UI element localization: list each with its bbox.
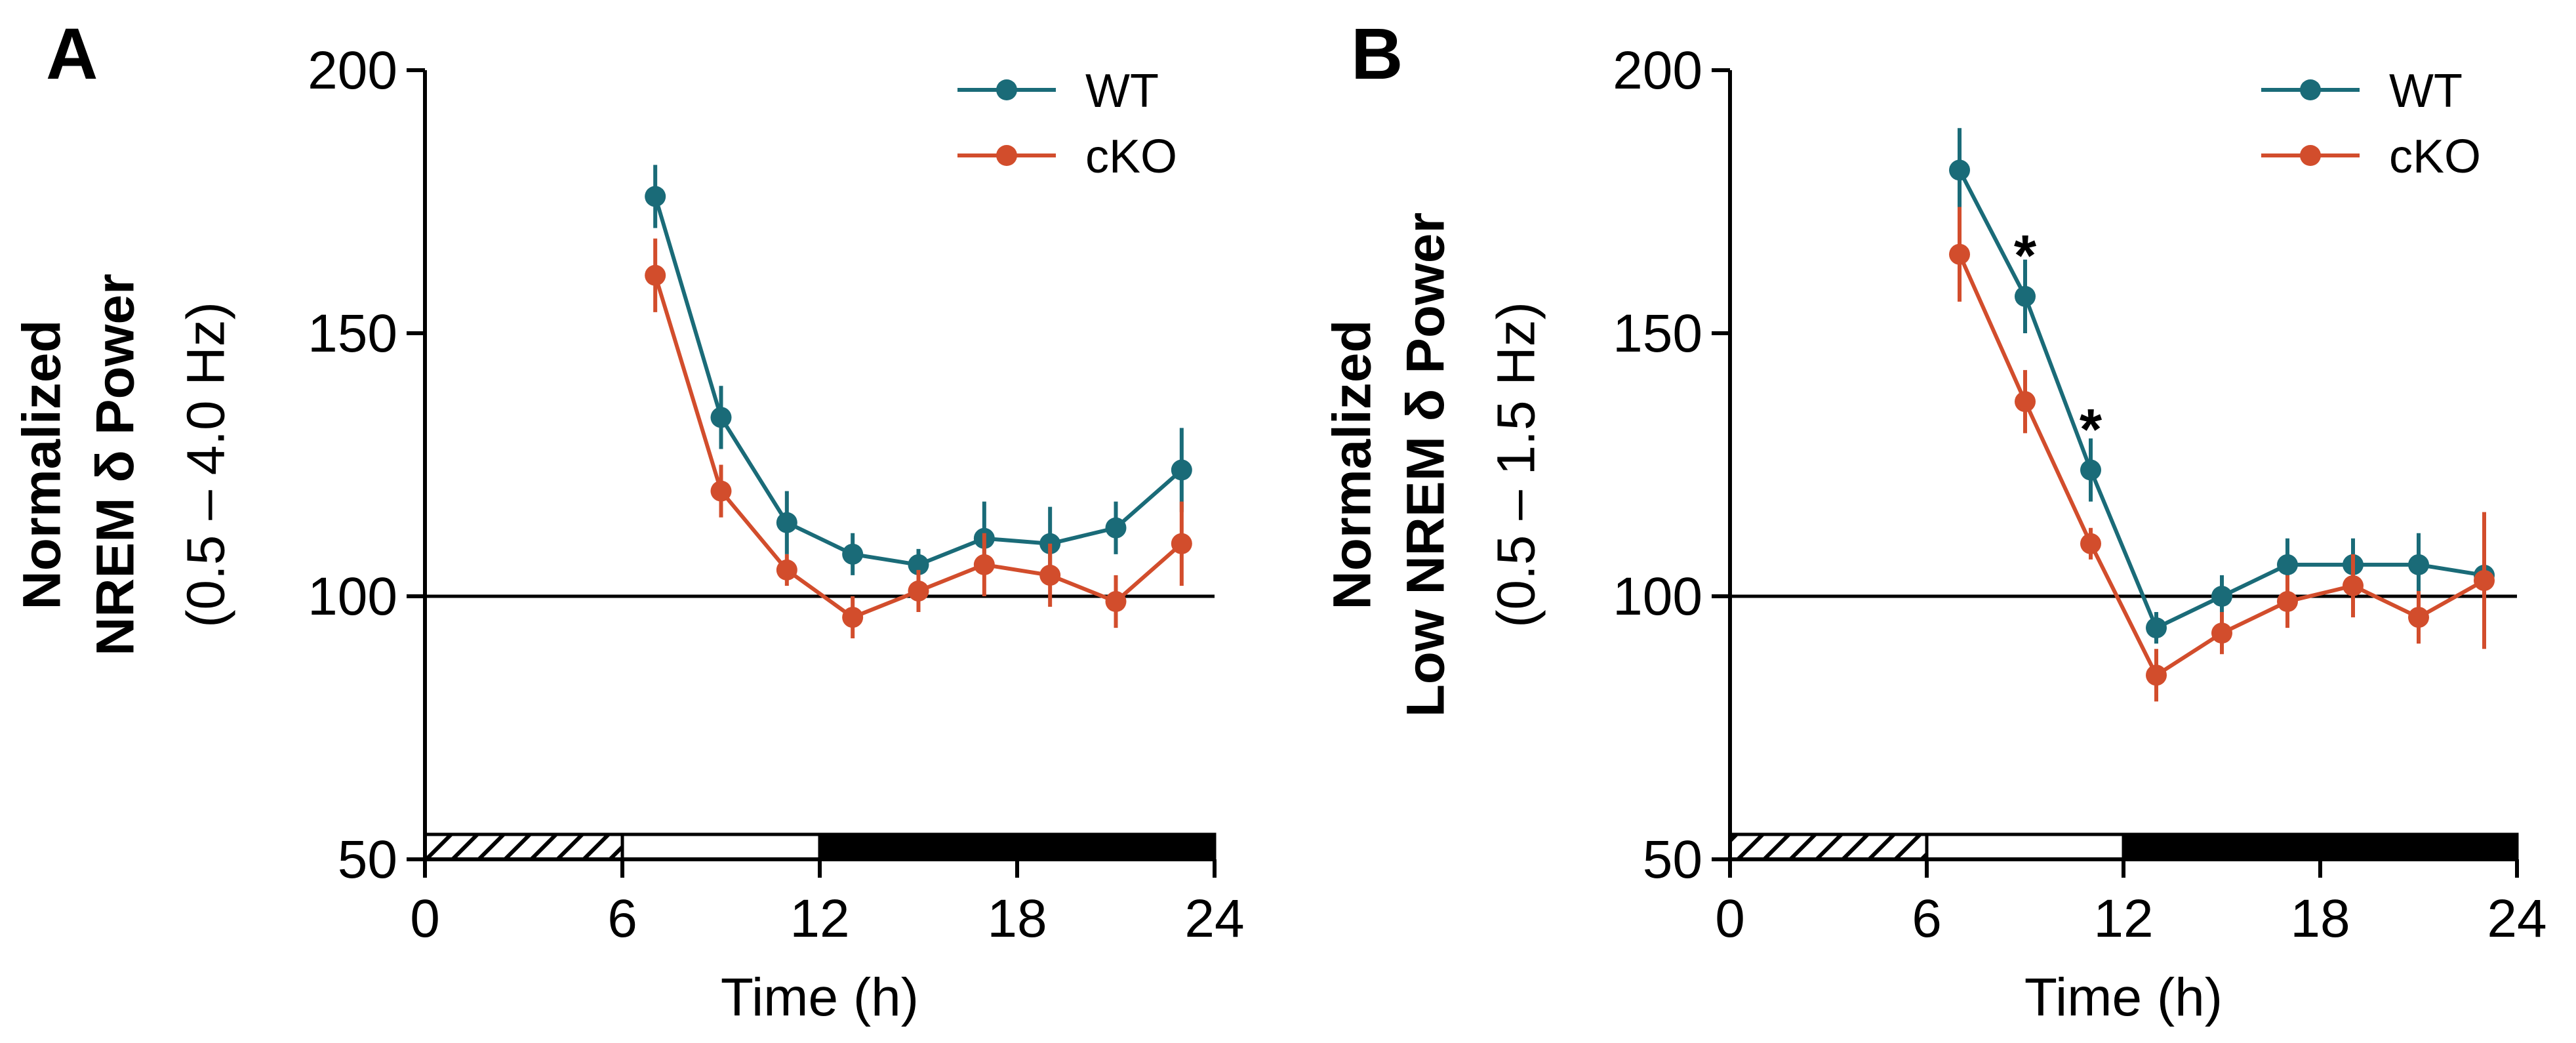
data-point (1171, 533, 1192, 554)
y-axis-label: Normalized (12, 320, 72, 610)
x-tick-label: 0 (410, 889, 440, 949)
series-WT (645, 165, 1192, 581)
data-point (645, 186, 666, 207)
data-point (908, 580, 929, 602)
y-tick-label: 200 (308, 41, 397, 100)
x-tick-label: 12 (790, 889, 849, 949)
light-dark-bar-hatched (1728, 832, 1929, 861)
x-tick-label: 6 (1912, 889, 1942, 949)
light-dark-bar-hatched (423, 832, 624, 861)
legend-marker (2300, 79, 2321, 100)
data-point (973, 554, 995, 575)
light-dark-bar-dark (2122, 832, 2519, 861)
panel-B: B Normalized Low NREM δ Power (0.5 – 1.5 Hz… (1323, 14, 2547, 1027)
data-point (2211, 586, 2232, 607)
y-tick-label: 100 (1613, 567, 1702, 626)
data-point (2343, 575, 2364, 596)
data-point (1105, 591, 1127, 613)
x-tick-label: 6 (607, 889, 637, 949)
data-point (908, 554, 929, 575)
data-point (2474, 569, 2495, 591)
series-cKO (645, 238, 1192, 639)
data-point (2211, 623, 2232, 644)
y-axis-label: NREM δ Power (86, 274, 146, 656)
data-point (2015, 285, 2036, 307)
y-axis-label: (0.5 – 4.0 Hz) (176, 302, 236, 628)
data-point (2408, 607, 2429, 628)
y-tick-label: 200 (1613, 41, 1702, 100)
data-point (2146, 617, 2167, 639)
x-tick-label: 12 (2093, 889, 2153, 949)
data-point (776, 512, 797, 533)
data-point (1105, 517, 1127, 539)
series-cKO (1949, 207, 2495, 702)
light-dark-bar-dark (818, 832, 1217, 861)
x-tick-label: 24 (2487, 889, 2546, 949)
series-line (1958, 169, 2485, 631)
x-axis-label: Time (h) (721, 968, 919, 1027)
significance-star: * (2014, 223, 2037, 288)
data-point (2146, 665, 2167, 686)
panel-A: A Normalized NREM δ Power (0.5 – 4.0 Hz) 50 1… (12, 14, 1245, 1027)
data-point (710, 480, 732, 502)
x-tick-label: 18 (2290, 889, 2350, 949)
panel-letter: A (46, 14, 98, 94)
series-WT (1949, 128, 2495, 644)
data-point (2080, 533, 2101, 554)
x-tick-label: 18 (987, 889, 1047, 949)
data-point (2277, 554, 2298, 575)
x-tick-label: 24 (1184, 889, 1244, 949)
data-point (2080, 459, 2101, 481)
data-point (842, 543, 864, 565)
data-point (1949, 159, 1970, 181)
y-axis-label: (0.5 – 1.5 Hz) (1487, 302, 1546, 628)
data-point (645, 264, 666, 286)
light-dark-bar-light (620, 832, 822, 861)
data-point (1039, 564, 1061, 586)
data-point (776, 559, 797, 581)
data-point (1949, 243, 1970, 265)
legend-label: cKO (2389, 131, 2481, 183)
legend-marker (2300, 145, 2321, 166)
data-point (2408, 554, 2429, 575)
panel-letter: B (1351, 14, 1403, 94)
y-tick-label: 150 (1613, 304, 1702, 363)
y-tick-label: 100 (308, 567, 397, 626)
y-axis-label: Normalized (1323, 320, 1382, 610)
data-point (2277, 591, 2298, 613)
y-axis-label: Low NREM δ Power (1396, 213, 1456, 718)
light-dark-bar-light (1925, 832, 2125, 861)
y-tick-label: 150 (308, 304, 397, 363)
legend-marker (996, 79, 1017, 100)
data-point (2015, 391, 2036, 413)
legend-label: WT (2389, 65, 2463, 117)
x-tick-label: 0 (1715, 889, 1745, 949)
data-point (842, 607, 864, 628)
data-point (710, 407, 732, 428)
y-tick-label: 50 (338, 830, 397, 890)
y-tick-label: 50 (1643, 830, 1702, 890)
x-axis-label: Time (h) (2024, 968, 2223, 1027)
significance-star: * (2080, 396, 2103, 461)
legend-label: WT (1085, 65, 1159, 117)
legend-label: cKO (1085, 131, 1177, 183)
legend-marker (996, 145, 1017, 166)
data-point (1171, 459, 1192, 481)
